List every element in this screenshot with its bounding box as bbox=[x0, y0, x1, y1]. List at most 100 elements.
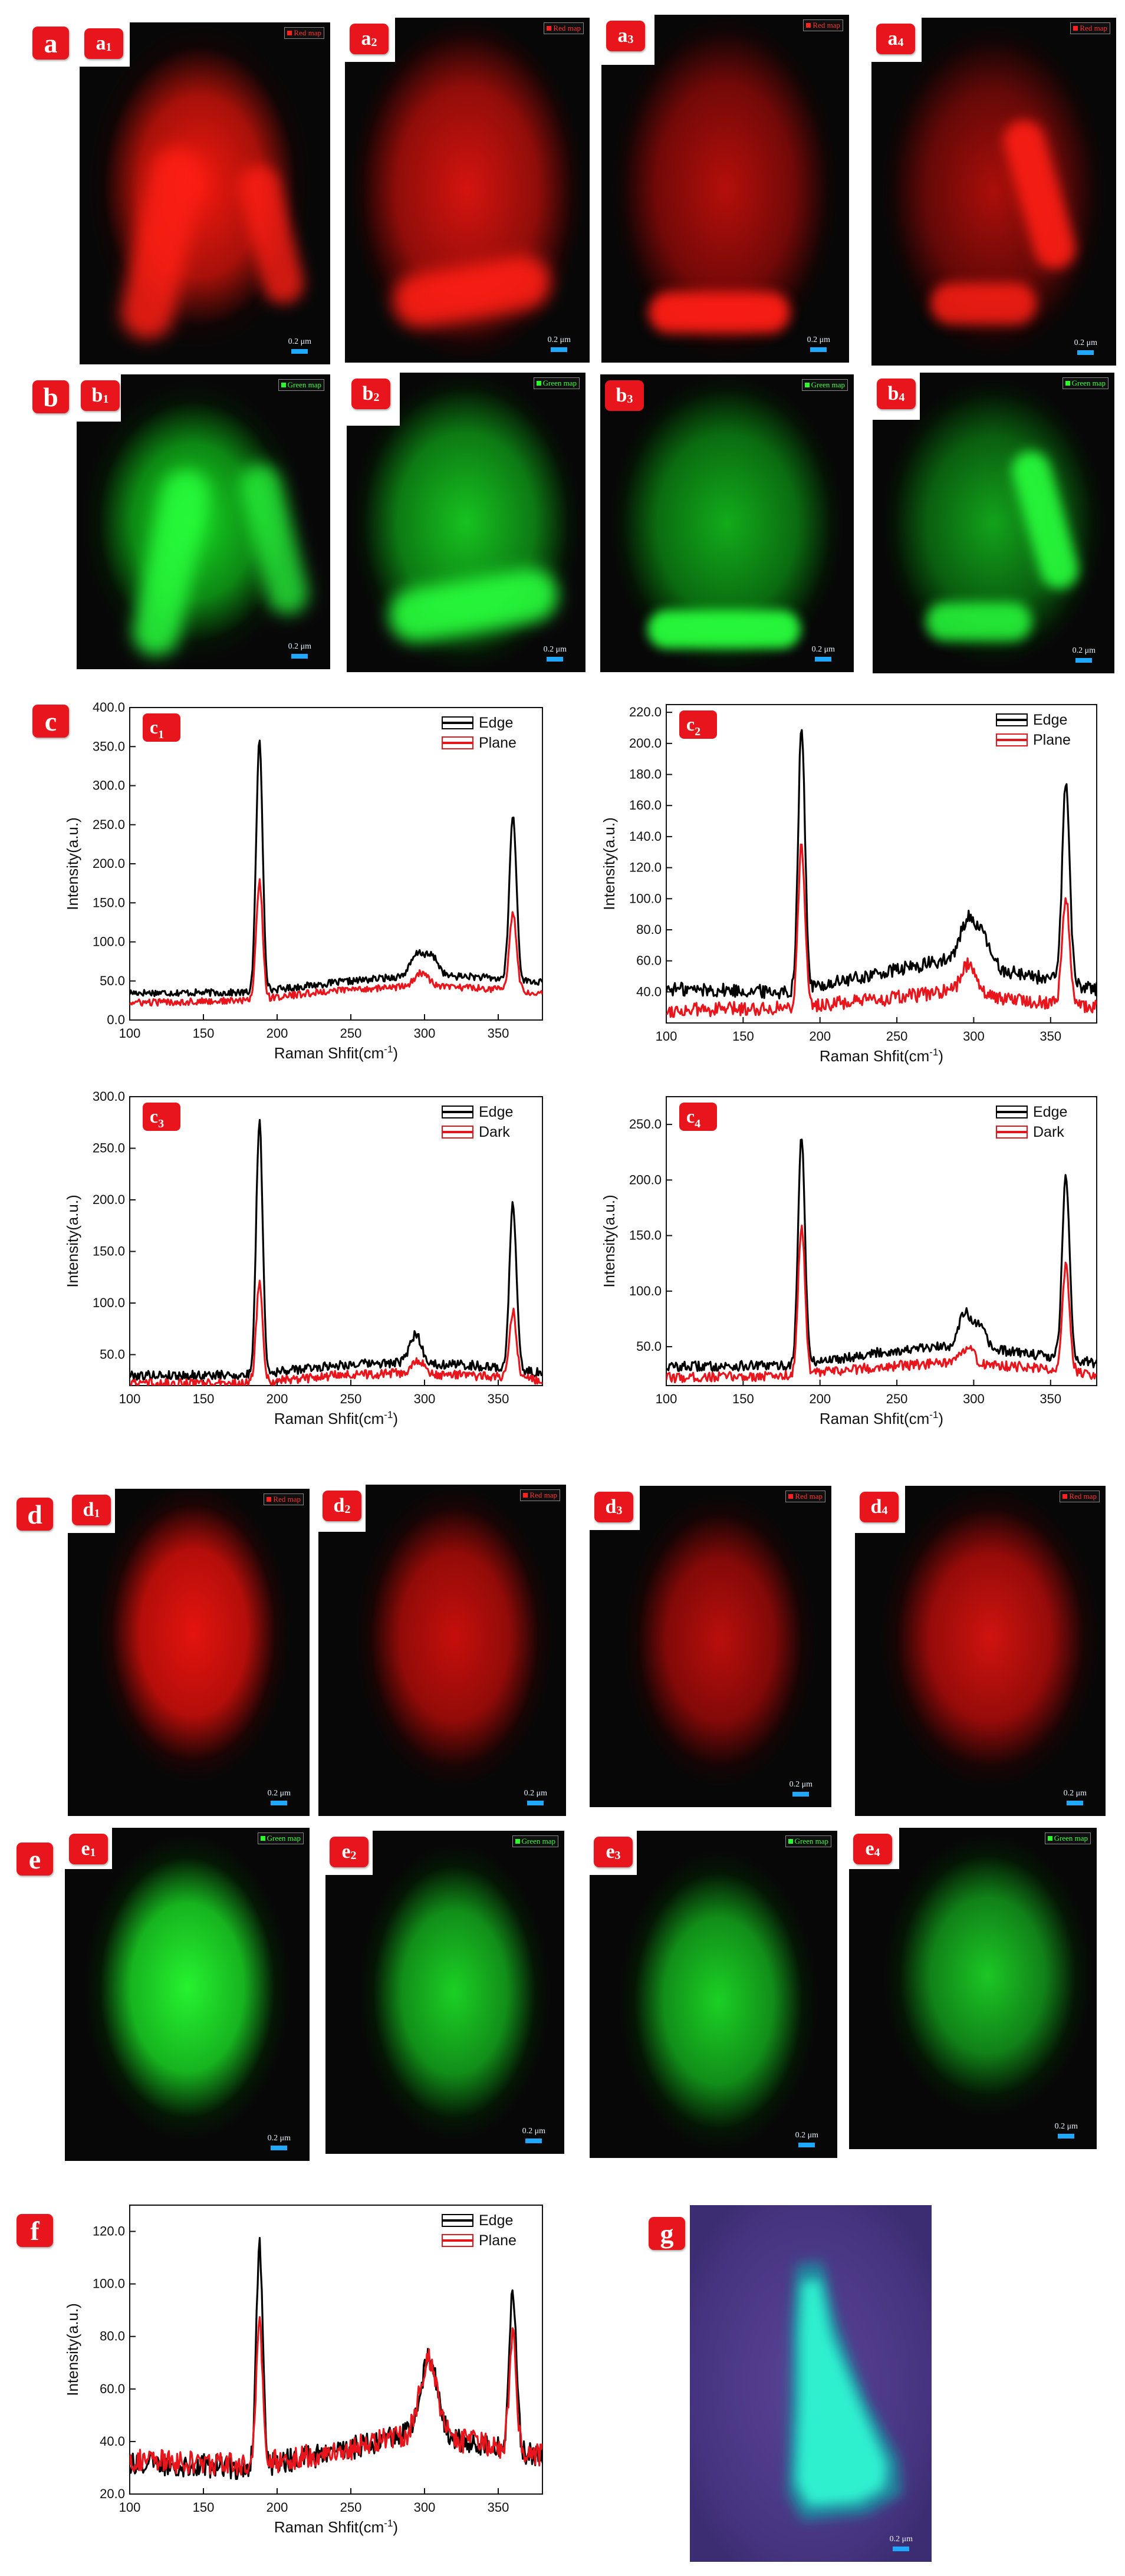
y-tick-label: 80.0 bbox=[100, 2329, 125, 2344]
red-map-a4: Red map 0.2 μm bbox=[871, 18, 1116, 366]
x-tick-label: 300 bbox=[963, 1391, 985, 1406]
legend-red-map: Red map bbox=[1060, 1491, 1100, 1502]
legend-green-map: Green map bbox=[801, 379, 848, 391]
legend-green-map: Green map bbox=[1062, 377, 1108, 389]
y-axis-title: Intensity(a.u.) bbox=[64, 817, 81, 910]
red-map-d3: Red map 0.2 μm bbox=[590, 1486, 831, 1807]
plot-frame bbox=[666, 1096, 1097, 1386]
x-axis-title: Raman Shfit(cm-1) bbox=[274, 1044, 398, 1062]
series-line-dark bbox=[666, 1225, 1097, 1384]
scale-bar: 0.2 μm bbox=[1074, 338, 1097, 355]
x-tick-label: 150 bbox=[193, 2500, 215, 2515]
green-map-e1: Green map 0.2 μm bbox=[65, 1828, 310, 2161]
y-tick-label: 50.0 bbox=[100, 973, 125, 988]
x-tick-label: 100 bbox=[656, 1029, 677, 1044]
x-tick-label: 250 bbox=[886, 1391, 908, 1406]
legend-red-map: Red map bbox=[544, 22, 584, 34]
series-line-dark bbox=[130, 1279, 542, 1386]
series-line-edge bbox=[666, 729, 1097, 1000]
scale-bar: 0.2 μm bbox=[890, 2535, 913, 2551]
plot-frame bbox=[666, 704, 1097, 1024]
raman-chart-c1: 100 150 200 250 300 350 0.0 50.0 100.0 150.0 200.0… bbox=[59, 696, 554, 1073]
red-map-d2: Red map 0.2 μm bbox=[318, 1485, 566, 1816]
x-tick-label: 350 bbox=[488, 1391, 509, 1406]
y-tick-label: 50.0 bbox=[636, 1339, 662, 1354]
legend-label: Edge bbox=[1033, 1104, 1067, 1120]
y-tick-label: 180.0 bbox=[629, 767, 662, 782]
x-tick-label: 200 bbox=[809, 1391, 831, 1406]
legend-red-map: Red map bbox=[1070, 22, 1110, 34]
y-tick-label: 220.0 bbox=[629, 705, 662, 719]
legend-label: Edge bbox=[479, 2212, 513, 2229]
x-tick-label: 100 bbox=[119, 1026, 141, 1041]
panel-badge-text: c1 bbox=[150, 716, 164, 741]
legend-red-map: Red map bbox=[284, 27, 324, 39]
legend-red-map: Red map bbox=[520, 1489, 560, 1501]
legend-label: Edge bbox=[479, 1104, 513, 1120]
legend-label: Plane bbox=[479, 2232, 517, 2249]
x-tick-label: 100 bbox=[656, 1391, 677, 1406]
y-tick-label: 40.0 bbox=[636, 984, 662, 999]
y-tick-label: 50.0 bbox=[100, 1347, 125, 1362]
y-tick-label: 150.0 bbox=[93, 1244, 125, 1259]
scale-bar: 0.2 μm bbox=[522, 2127, 545, 2143]
chart-svg: 100 150 200 250 300 350 50.0 100.0 150.0 200.0 250… bbox=[64, 1089, 543, 1427]
x-tick-label: 200 bbox=[267, 2500, 288, 2515]
y-tick-label: 40.0 bbox=[100, 2434, 125, 2449]
y-tick-label: 200.0 bbox=[93, 1192, 125, 1207]
y-tick-label: 60.0 bbox=[636, 953, 662, 968]
series-line-edge bbox=[666, 1139, 1097, 1372]
series-line-plane bbox=[130, 878, 542, 1007]
plot-frame bbox=[129, 707, 543, 1021]
raman-chart-c3: 100 150 200 250 300 350 50.0 100.0 150.0 200.0 250… bbox=[59, 1085, 554, 1439]
panel-badge bbox=[143, 1103, 180, 1131]
x-tick-label: 300 bbox=[414, 2500, 436, 2515]
panel-label-b: b bbox=[32, 380, 69, 413]
x-tick-label: 350 bbox=[488, 2500, 509, 2515]
raman-chart-c4: 100 150 200 250 300 350 50.0 100.0 150.0 200.0 250… bbox=[596, 1085, 1108, 1439]
panel-badge bbox=[679, 1103, 717, 1131]
legend-green-map: Green map bbox=[512, 1835, 558, 1847]
x-tick-label: 300 bbox=[414, 1026, 436, 1041]
y-tick-label: 250.0 bbox=[629, 1117, 662, 1131]
x-tick-label: 250 bbox=[340, 2500, 362, 2515]
legend-label: Edge bbox=[479, 715, 513, 731]
panel-badge-text: c2 bbox=[686, 713, 700, 738]
plot-frame bbox=[129, 2205, 543, 2495]
scale-bar: 0.2 μm bbox=[544, 645, 567, 662]
raman-chart-c2: 100 150 200 250 300 350 40.0 60.0 80.0 100.0 120.0… bbox=[596, 693, 1108, 1076]
panel-label-f: f bbox=[17, 2214, 53, 2247]
legend-red-map: Red map bbox=[785, 1491, 825, 1502]
x-tick-label: 150 bbox=[193, 1026, 215, 1041]
y-tick-label: 300.0 bbox=[93, 778, 125, 793]
y-tick-label: 100.0 bbox=[93, 1295, 125, 1310]
y-tick-label: 0.0 bbox=[107, 1012, 125, 1027]
panel-label-g: g bbox=[649, 2217, 685, 2250]
y-axis-title: Intensity(a.u.) bbox=[600, 1195, 618, 1288]
y-tick-label: 200.0 bbox=[629, 736, 662, 751]
scale-bar: 0.2 μm bbox=[795, 2131, 818, 2147]
x-tick-label: 100 bbox=[119, 1391, 141, 1406]
y-tick-label: 100.0 bbox=[93, 2276, 125, 2291]
scale-bar: 0.2 μm bbox=[288, 337, 311, 354]
x-axis-title: Raman Shfit(cm-1) bbox=[820, 1047, 943, 1065]
x-tick-label: 200 bbox=[267, 1391, 288, 1406]
plot-frame bbox=[129, 1096, 543, 1386]
green-map-b3: Green map 0.2 μm bbox=[600, 374, 854, 672]
y-tick-label: 120.0 bbox=[629, 860, 662, 875]
chart-svg: 100 150 200 250 300 350 20.0 40.0 60.0 80.0 100.0 1… bbox=[64, 2205, 543, 2536]
scale-bar: 0.2 μm bbox=[288, 642, 311, 659]
y-tick-label: 250.0 bbox=[93, 817, 125, 832]
x-tick-label: 200 bbox=[809, 1029, 831, 1044]
legend-label: Dark bbox=[479, 1124, 510, 1140]
green-map-b1: Green map 0.2 μm bbox=[77, 374, 330, 669]
x-tick-label: 150 bbox=[193, 1391, 215, 1406]
y-tick-label: 20.0 bbox=[100, 2486, 125, 2501]
y-tick-label: 400.0 bbox=[93, 700, 125, 715]
y-tick-label: 300.0 bbox=[93, 1089, 125, 1104]
